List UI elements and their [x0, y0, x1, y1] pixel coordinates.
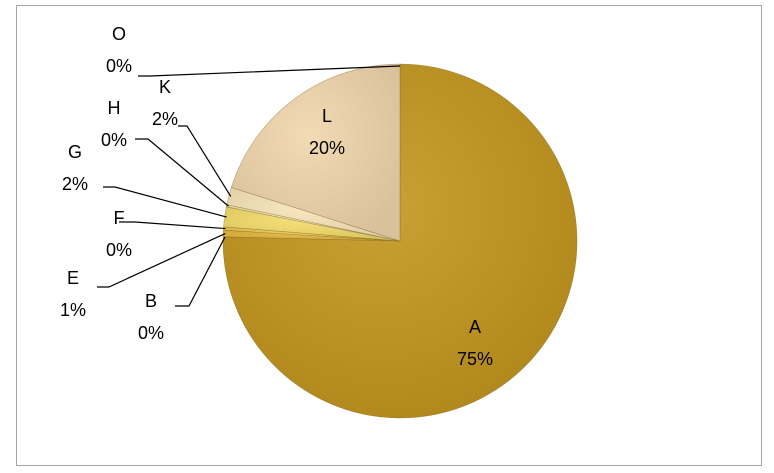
slice-percent-label-o: 0%: [106, 56, 132, 76]
slice-percent-label-l: 20%: [309, 138, 345, 158]
slice-percent-label-a: 75%: [457, 349, 493, 369]
chart-area: A 75% B 0% E 1% F 0% G 2% H 0% K 2% L 20% O 0%: [16, 5, 762, 466]
leader-line-h: [135, 138, 229, 207]
slice-name-label-k: K: [159, 77, 171, 97]
slice-name-label-l: L: [322, 106, 332, 126]
slice-percent-label-f: 0%: [106, 240, 132, 260]
slice-name-label-h: H: [108, 98, 121, 118]
leader-line-f: [119, 221, 226, 230]
slice-name-label-o: O: [112, 24, 126, 44]
leader-line-k: [178, 125, 232, 197]
slice-name-label-a: A: [469, 317, 481, 337]
slice-name-label-g: G: [68, 142, 82, 162]
slice-percent-label-g: 2%: [62, 174, 88, 194]
slice-percent-label-h: 0%: [101, 130, 127, 150]
slice-percent-label-k: 2%: [152, 109, 178, 129]
leader-line-e: [97, 232, 226, 288]
slice-percent-label-e: 1%: [60, 300, 86, 320]
slice-percent-label-b: 0%: [138, 323, 164, 343]
leader-line-g: [103, 186, 227, 218]
leader-line-o: [138, 65, 401, 77]
slice-name-label-e: E: [67, 268, 79, 288]
pie-chart: A 75% B 0% E 1% F 0% G 2% H 0% K 2% L 20% O 0%: [60, 24, 578, 419]
leader-line-b: [175, 236, 226, 307]
slice-name-label-b: B: [145, 291, 157, 311]
slice-name-label-f: F: [114, 208, 125, 228]
